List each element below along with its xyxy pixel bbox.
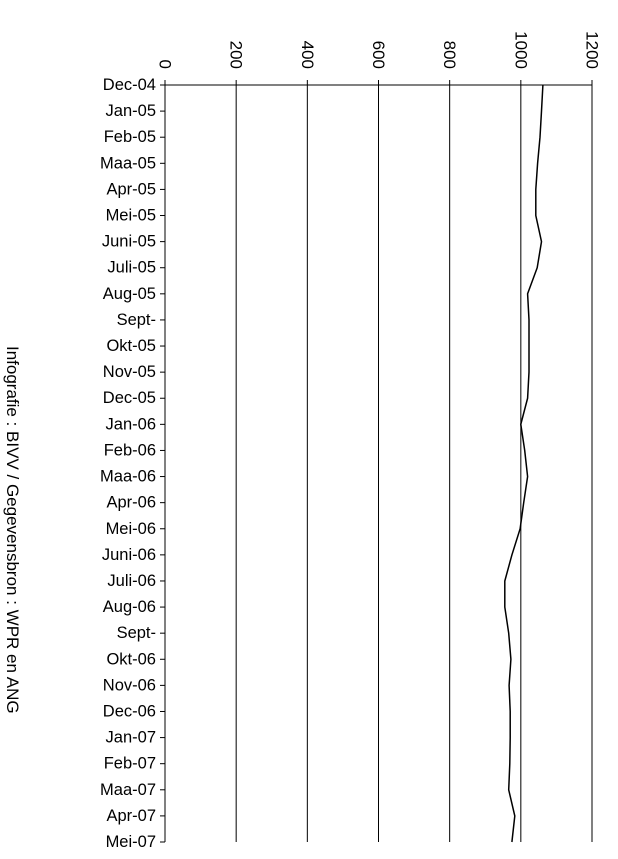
category-label: Apr-07 [106, 807, 156, 825]
category-label: Mei-06 [106, 520, 156, 538]
category-label: Apr-05 [106, 180, 156, 198]
category-label: Dec-06 [103, 702, 156, 720]
category-labels: Dec-04 Jan-05 Feb-05 Maa-05 Apr-05 Mei-05 Juni… [100, 76, 165, 851]
value-tick-label: 200 [227, 41, 246, 69]
category-label: Maa-06 [100, 468, 156, 486]
category-label: Okt-05 [106, 337, 156, 355]
category-label: Mei-07 [106, 833, 156, 851]
category-label: Jan-06 [106, 415, 156, 433]
category-label: Maa-05 [100, 154, 156, 172]
category-label: Dec-04 [103, 76, 156, 94]
value-tick-label: 1200 [583, 31, 602, 69]
value-tick-label: 600 [369, 41, 388, 69]
gridlines [235, 85, 593, 842]
category-label: Juli-05 [107, 259, 156, 277]
category-label: Feb-06 [104, 441, 156, 459]
category-label: Nov-05 [103, 363, 156, 381]
category-label: Jan-05 [106, 102, 156, 120]
category-label: Aug-06 [103, 598, 156, 616]
category-label: Sept- [117, 311, 156, 329]
category-label: Dec-05 [103, 389, 156, 407]
category-label: Jan-07 [106, 729, 156, 747]
category-label: Okt-06 [106, 650, 156, 668]
category-label: Aug-05 [103, 285, 156, 303]
category-label: Nov-06 [103, 676, 156, 694]
category-label: Sept- [117, 624, 156, 642]
value-tick-label: 800 [440, 41, 459, 69]
category-label: Juni-06 [102, 546, 156, 564]
series-line [504, 84, 544, 843]
category-label: Mei-05 [106, 207, 156, 225]
category-label: Juli-06 [107, 572, 156, 590]
value-tick-label: 400 [298, 41, 317, 69]
value-tick-labels: 0 200 400 600 800 1000 1200 [156, 31, 602, 85]
category-label: Maa-07 [100, 781, 156, 799]
category-label: Apr-06 [106, 494, 156, 512]
value-tick-label: 0 [156, 60, 175, 69]
category-label: Feb-07 [104, 755, 156, 773]
category-label: Feb-05 [104, 128, 156, 146]
category-label: Juni-05 [102, 233, 156, 251]
source-credit: Infografie : BIVV / Gegevensbron : WPR e… [3, 346, 22, 714]
value-tick-label: 1000 [511, 31, 530, 69]
